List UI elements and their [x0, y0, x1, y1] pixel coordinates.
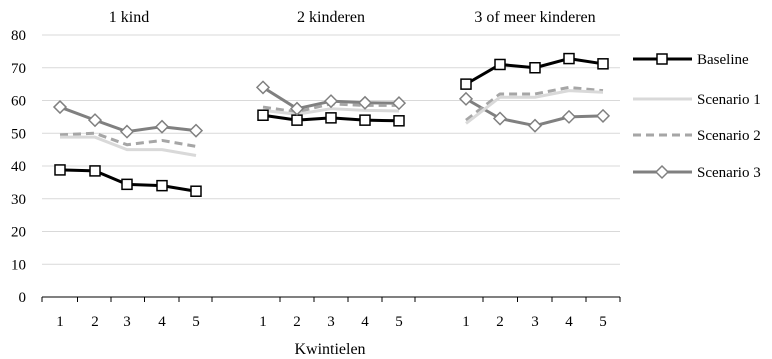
series-line-scenario-1-panel-2	[262, 107, 400, 116]
legend-item-scenario-3: Scenario 3	[633, 164, 761, 181]
series-lines	[59, 57, 604, 193]
legend-label: Baseline	[697, 52, 749, 68]
data-point-baseline	[393, 115, 405, 127]
data-point-baseline	[460, 78, 472, 90]
series-line-scenario-2-panel-1	[59, 131, 197, 148]
data-point-baseline	[156, 179, 168, 192]
x-tick-label: 4	[565, 314, 573, 330]
data-point-scenario-3	[357, 95, 373, 110]
y-tick-label: 10	[11, 257, 26, 273]
data-point-baseline	[529, 62, 541, 74]
legend-label: Scenario 2	[697, 128, 761, 144]
x-tick-label: 1	[259, 314, 267, 330]
data-point-baseline	[359, 114, 371, 126]
axes: 0 10 20 30 40 50 60 70 80 1 kind 1 2 3 4 5 2 kinderen 1 2…	[11, 9, 621, 330]
data-point-scenario-3	[119, 124, 135, 139]
x-tick-label: 3	[531, 314, 539, 330]
x-tick-label: 2	[496, 314, 504, 330]
data-point-scenario-3	[595, 108, 611, 123]
x-tick-label: 3	[123, 314, 131, 330]
y-tick-label: 60	[11, 94, 26, 110]
x-axis-title: Kwintielen	[294, 341, 365, 358]
data-point-baseline	[291, 114, 303, 126]
x-tick-label: 4	[361, 314, 369, 330]
data-point-scenario-3	[323, 94, 339, 109]
data-point-baseline	[597, 58, 609, 70]
x-tick-label: 2	[293, 314, 301, 330]
data-point-scenario-3	[391, 96, 407, 111]
data-point-scenario-3	[289, 101, 305, 116]
y-tick-label: 50	[11, 126, 26, 142]
x-tick-label: 1	[56, 314, 64, 330]
data-point-baseline	[121, 178, 133, 191]
x-tick-label: 5	[599, 314, 607, 330]
data-point-scenario-3	[527, 118, 543, 133]
x-tick-label: 4	[158, 314, 166, 330]
data-point-scenario-3	[492, 111, 508, 126]
legend: Baseline Scenario 1 Scenario 2 Scenario 3	[633, 52, 761, 181]
y-tick-label: 20	[11, 225, 26, 241]
data-point-baseline	[563, 52, 575, 65]
legend-label: Scenario 3	[697, 165, 761, 181]
y-tick-label: 0	[19, 290, 27, 306]
data-point-baseline	[190, 185, 202, 197]
y-tick-label: 30	[11, 192, 26, 208]
x-tick-label: 2	[91, 314, 99, 330]
data-point-baseline	[325, 112, 337, 124]
data-point-scenario-3	[561, 109, 577, 124]
data-point-baseline	[89, 165, 101, 177]
data-point-baseline	[494, 58, 506, 71]
data-point-scenario-3	[52, 99, 68, 115]
data-point-scenario-3	[188, 123, 204, 138]
series-line-scenario-1-panel-1	[60, 135, 197, 157]
data-point-scenario-3	[154, 119, 170, 134]
series-line-scenario-1-panel-3	[465, 89, 604, 125]
data-point-baseline	[54, 164, 66, 176]
legend-item-scenario-1: Scenario 1	[633, 92, 761, 108]
y-tick-label: 80	[11, 28, 26, 44]
x-tick-label: 1	[462, 314, 470, 330]
x-tick-label: 3	[327, 314, 335, 330]
legend-item-scenario-2: Scenario 2	[633, 128, 761, 144]
x-tick-label: 5	[395, 314, 403, 330]
data-point-scenario-3	[458, 91, 474, 106]
data-point-baseline	[257, 109, 269, 121]
legend-marker	[656, 53, 668, 65]
panel-title-1: 1 kind	[109, 9, 149, 26]
data-point-scenario-3	[87, 113, 103, 128]
y-tick-label: 40	[11, 159, 26, 175]
data-point-scenario-3	[255, 80, 271, 95]
y-tick-label: 70	[11, 61, 26, 77]
legend-marker	[654, 164, 670, 180]
series-markers	[52, 52, 611, 197]
series-line-scenario-2-panel-3	[465, 85, 604, 122]
panel-title-2: 2 kinderen	[297, 9, 365, 26]
panel-title-3: 3 of meer kinderen	[474, 9, 595, 26]
legend-item-baseline: Baseline	[633, 52, 749, 68]
legend-label: Scenario 1	[697, 92, 761, 108]
x-tick-label: 5	[192, 314, 200, 330]
